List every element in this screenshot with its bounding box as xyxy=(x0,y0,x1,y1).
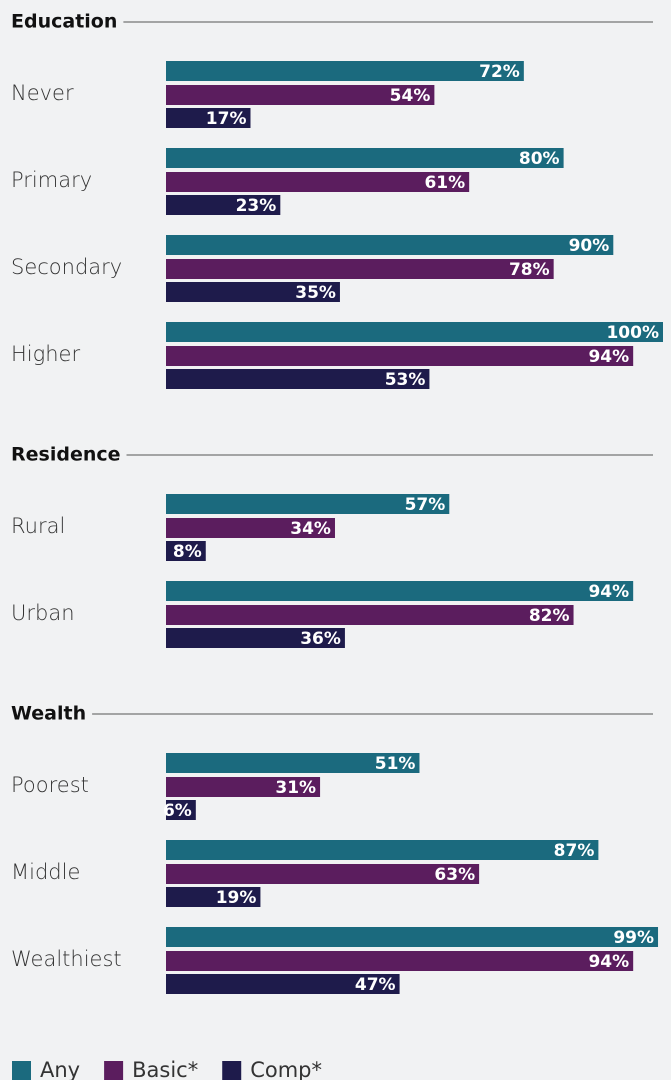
bar xyxy=(166,887,261,907)
legend-label: Comp* xyxy=(250,1058,322,1080)
value-label: 8% xyxy=(173,542,202,562)
category-label: Secondary xyxy=(11,255,122,279)
value-label: 87% xyxy=(554,841,595,861)
legend-label: Basic* xyxy=(132,1058,198,1080)
bar xyxy=(166,61,524,81)
value-label: 78% xyxy=(509,260,550,280)
bar xyxy=(166,494,450,514)
value-label: 94% xyxy=(588,582,629,602)
category-label: Never xyxy=(11,81,74,105)
bar xyxy=(166,172,470,192)
bar xyxy=(166,259,554,279)
bar xyxy=(166,605,574,625)
value-label: 80% xyxy=(519,149,560,169)
legend-swatch xyxy=(12,1061,31,1080)
bar xyxy=(166,864,480,884)
category-label: Higher xyxy=(11,342,80,366)
value-label: 6% xyxy=(163,801,192,821)
bar xyxy=(166,628,345,648)
value-label: 34% xyxy=(290,519,331,539)
legend-label: Any xyxy=(40,1058,80,1080)
value-label: 35% xyxy=(295,283,336,303)
bar xyxy=(166,195,281,215)
value-label: 53% xyxy=(385,370,426,390)
category-label: Wealthiest xyxy=(11,947,122,971)
bar xyxy=(166,581,634,601)
bar xyxy=(166,541,206,561)
value-label: 47% xyxy=(355,975,396,995)
bar xyxy=(166,282,340,302)
legend-swatch xyxy=(104,1061,124,1080)
bar xyxy=(166,777,321,797)
bar xyxy=(166,927,659,947)
category-label: Primary xyxy=(11,168,92,192)
bar xyxy=(166,518,335,538)
category-label: Urban xyxy=(11,601,75,625)
bar xyxy=(166,369,430,389)
value-label: 19% xyxy=(216,888,257,908)
category-label: Rural xyxy=(11,514,65,538)
category-label: Poorest xyxy=(11,773,89,797)
bar xyxy=(166,148,564,168)
bar xyxy=(166,840,599,860)
value-label: 82% xyxy=(529,606,570,626)
bar xyxy=(166,322,663,342)
value-label: 36% xyxy=(300,629,341,649)
value-label: 54% xyxy=(390,86,431,106)
value-label: 61% xyxy=(424,173,465,193)
bar xyxy=(166,951,634,971)
bar xyxy=(166,85,435,105)
value-label: 23% xyxy=(236,196,277,216)
value-label: 94% xyxy=(588,347,629,367)
value-label: 100% xyxy=(606,323,659,343)
value-label: 99% xyxy=(613,928,654,948)
bar xyxy=(166,235,614,255)
value-label: 17% xyxy=(206,109,247,129)
bar xyxy=(166,974,400,994)
panel-title: Education xyxy=(11,11,117,33)
value-label: 57% xyxy=(405,495,446,515)
bar xyxy=(166,346,634,366)
bar xyxy=(166,753,420,773)
category-label: Middle xyxy=(11,860,80,884)
panel-title: Wealth xyxy=(11,703,86,725)
value-label: 51% xyxy=(375,754,416,774)
value-label: 72% xyxy=(479,62,520,82)
value-label: 63% xyxy=(434,865,475,885)
value-label: 90% xyxy=(569,236,610,256)
bar xyxy=(166,108,251,128)
panel-title: Residence xyxy=(11,444,121,466)
value-label: 94% xyxy=(588,952,629,972)
value-label: 31% xyxy=(275,778,316,798)
bar xyxy=(166,800,196,820)
legend-swatch xyxy=(222,1061,242,1080)
